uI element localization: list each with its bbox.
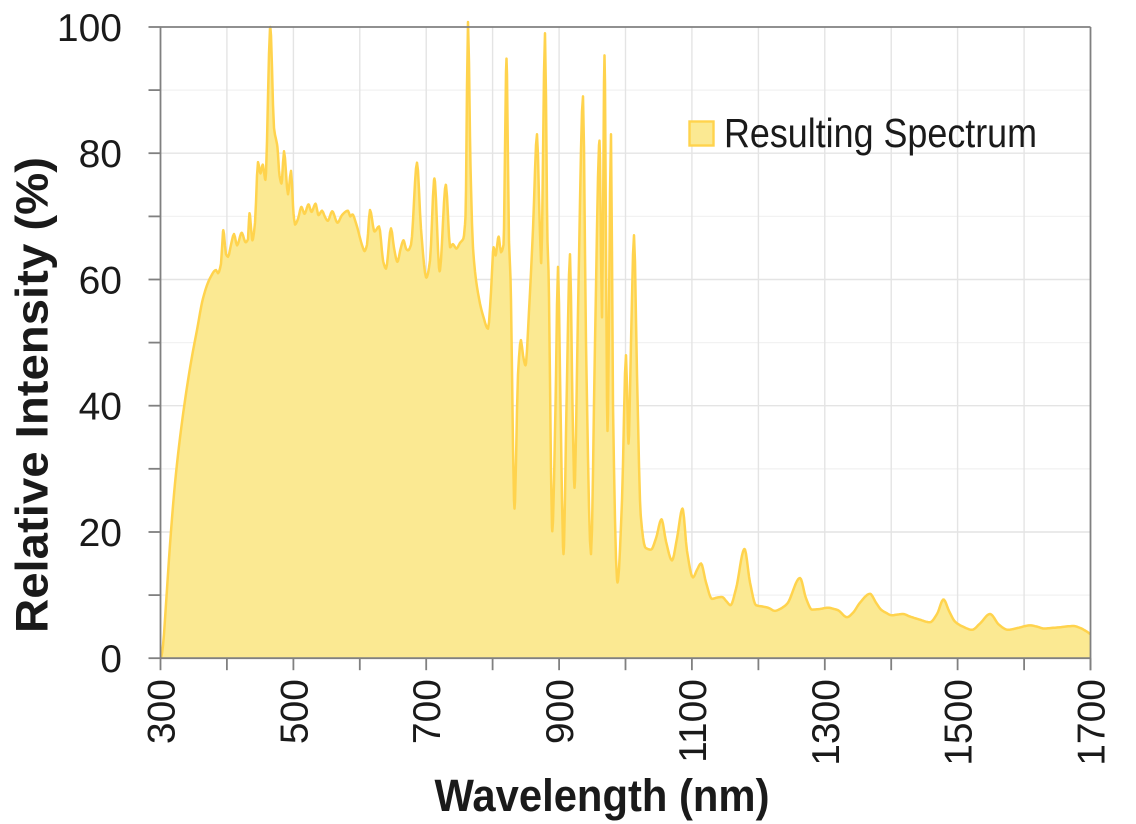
svg-text:1300: 1300 bbox=[805, 679, 848, 766]
svg-text:300: 300 bbox=[141, 679, 184, 744]
svg-text:0: 0 bbox=[100, 638, 122, 681]
svg-text:100: 100 bbox=[57, 7, 122, 50]
svg-text:20: 20 bbox=[79, 512, 122, 555]
svg-text:40: 40 bbox=[79, 386, 122, 429]
svg-text:500: 500 bbox=[273, 679, 316, 744]
svg-text:Wavelength (nm): Wavelength (nm) bbox=[435, 770, 770, 821]
svg-text:1500: 1500 bbox=[938, 679, 981, 766]
svg-text:80: 80 bbox=[79, 133, 122, 176]
svg-text:900: 900 bbox=[539, 679, 582, 744]
svg-text:1700: 1700 bbox=[1071, 679, 1114, 766]
svg-text:1100: 1100 bbox=[672, 679, 715, 763]
svg-text:700: 700 bbox=[406, 679, 449, 744]
svg-text:Relative Intensity (%): Relative Intensity (%) bbox=[7, 157, 58, 633]
svg-text:Resulting Spectrum: Resulting Spectrum bbox=[724, 110, 1037, 156]
svg-text:60: 60 bbox=[79, 260, 122, 303]
